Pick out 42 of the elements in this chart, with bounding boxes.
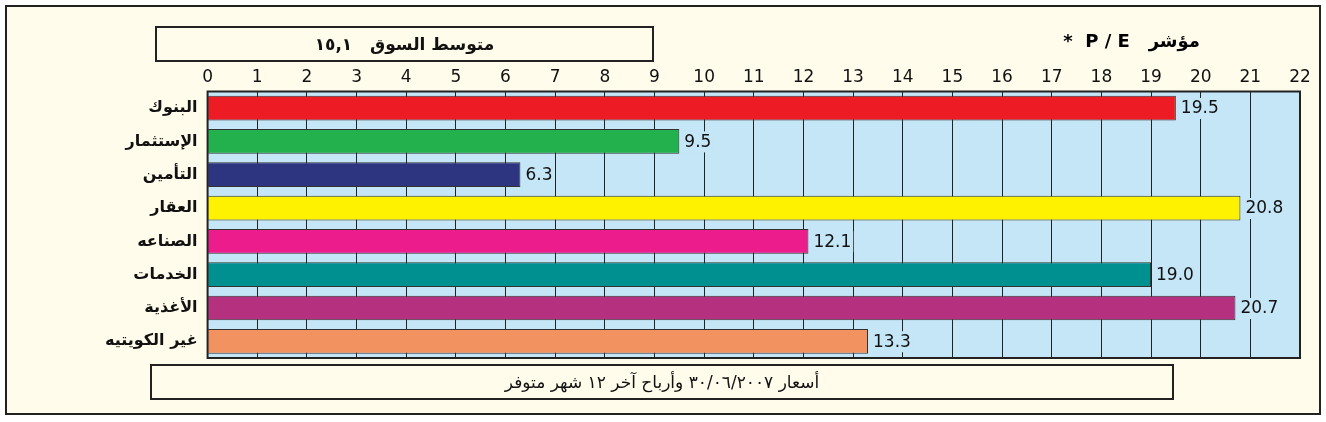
data-label: 19.5 bbox=[1180, 97, 1219, 118]
data-label: 6.3 bbox=[525, 164, 553, 185]
x-tick-label: 15 bbox=[941, 65, 964, 86]
x-tick-label: 21 bbox=[1239, 65, 1262, 86]
text: أسعار ٣٠/٠٦/٢٠٠٧ وأرباح آخر ١٢ شهر متوفر bbox=[150, 364, 1174, 400]
x-tick-label: 5 bbox=[450, 65, 462, 86]
x-tick-label: 9 bbox=[649, 65, 660, 86]
x-tick-label: 20 bbox=[1189, 65, 1212, 86]
data-label: 20.8 bbox=[1245, 197, 1284, 218]
x-tick-label: 7 bbox=[549, 65, 561, 86]
x-tick-label: 8 bbox=[599, 65, 611, 86]
x-tick-label: 18 bbox=[1090, 65, 1113, 86]
y-tick-label: التأمين bbox=[142, 162, 198, 183]
x-tick-label: 0 bbox=[202, 65, 213, 86]
y-tick-label: غير الكويتيه bbox=[104, 330, 198, 350]
data-label: 9.5 bbox=[684, 130, 712, 151]
y-tick-label: العقار bbox=[149, 197, 198, 217]
y-tick-label: الأغذية bbox=[144, 297, 198, 317]
data-label: 20.7 bbox=[1240, 297, 1279, 318]
x-tick-label: 4 bbox=[400, 65, 412, 86]
x-tick-label: 22 bbox=[1289, 65, 1311, 86]
x-tick-label: 19 bbox=[1140, 65, 1162, 86]
text: متوسط السوق ١٥,١ bbox=[155, 26, 654, 62]
y-tick-label: البنوك bbox=[148, 97, 198, 117]
y-tick-label: الإستثمار bbox=[124, 130, 198, 150]
y-tick-label: الصناعه bbox=[137, 230, 198, 250]
x-tick-label: 6 bbox=[500, 65, 511, 86]
x-tick-label: 10 bbox=[693, 65, 715, 86]
data-label: 13.3 bbox=[873, 330, 911, 351]
x-tick-label: 16 bbox=[991, 65, 1013, 86]
x-tick-label: 2 bbox=[301, 65, 313, 86]
x-tick-label: 3 bbox=[351, 65, 362, 86]
x-tick-label: 14 bbox=[891, 65, 914, 86]
data-label: 12.1 bbox=[813, 230, 852, 251]
chart-title: مؤشر P / E * bbox=[1062, 30, 1200, 51]
x-tick-label: 1 bbox=[251, 65, 263, 86]
x-tick-label: 13 bbox=[842, 65, 864, 86]
x-tick-label: 17 bbox=[1040, 65, 1063, 86]
data-label: 19.0 bbox=[1156, 264, 1194, 285]
x-tick-label: 12 bbox=[792, 65, 815, 86]
y-tick-label: الخدمات bbox=[133, 263, 198, 283]
x-tick-label: 11 bbox=[742, 65, 765, 86]
